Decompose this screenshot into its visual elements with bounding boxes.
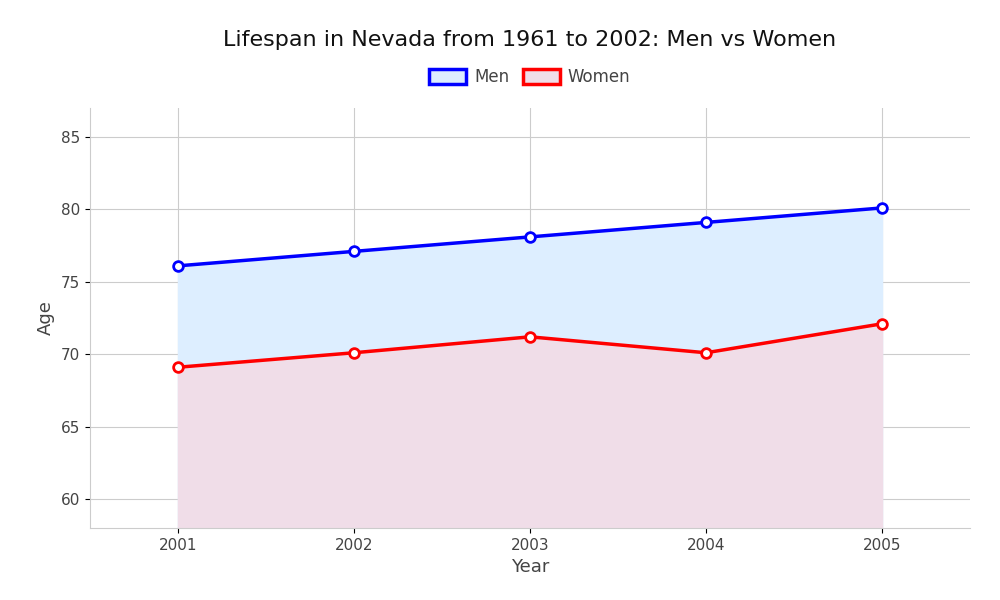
Legend: Men, Women: Men, Women: [423, 62, 637, 93]
X-axis label: Year: Year: [511, 558, 549, 576]
Title: Lifespan in Nevada from 1961 to 2002: Men vs Women: Lifespan in Nevada from 1961 to 2002: Me…: [223, 29, 837, 49]
Y-axis label: Age: Age: [37, 301, 55, 335]
